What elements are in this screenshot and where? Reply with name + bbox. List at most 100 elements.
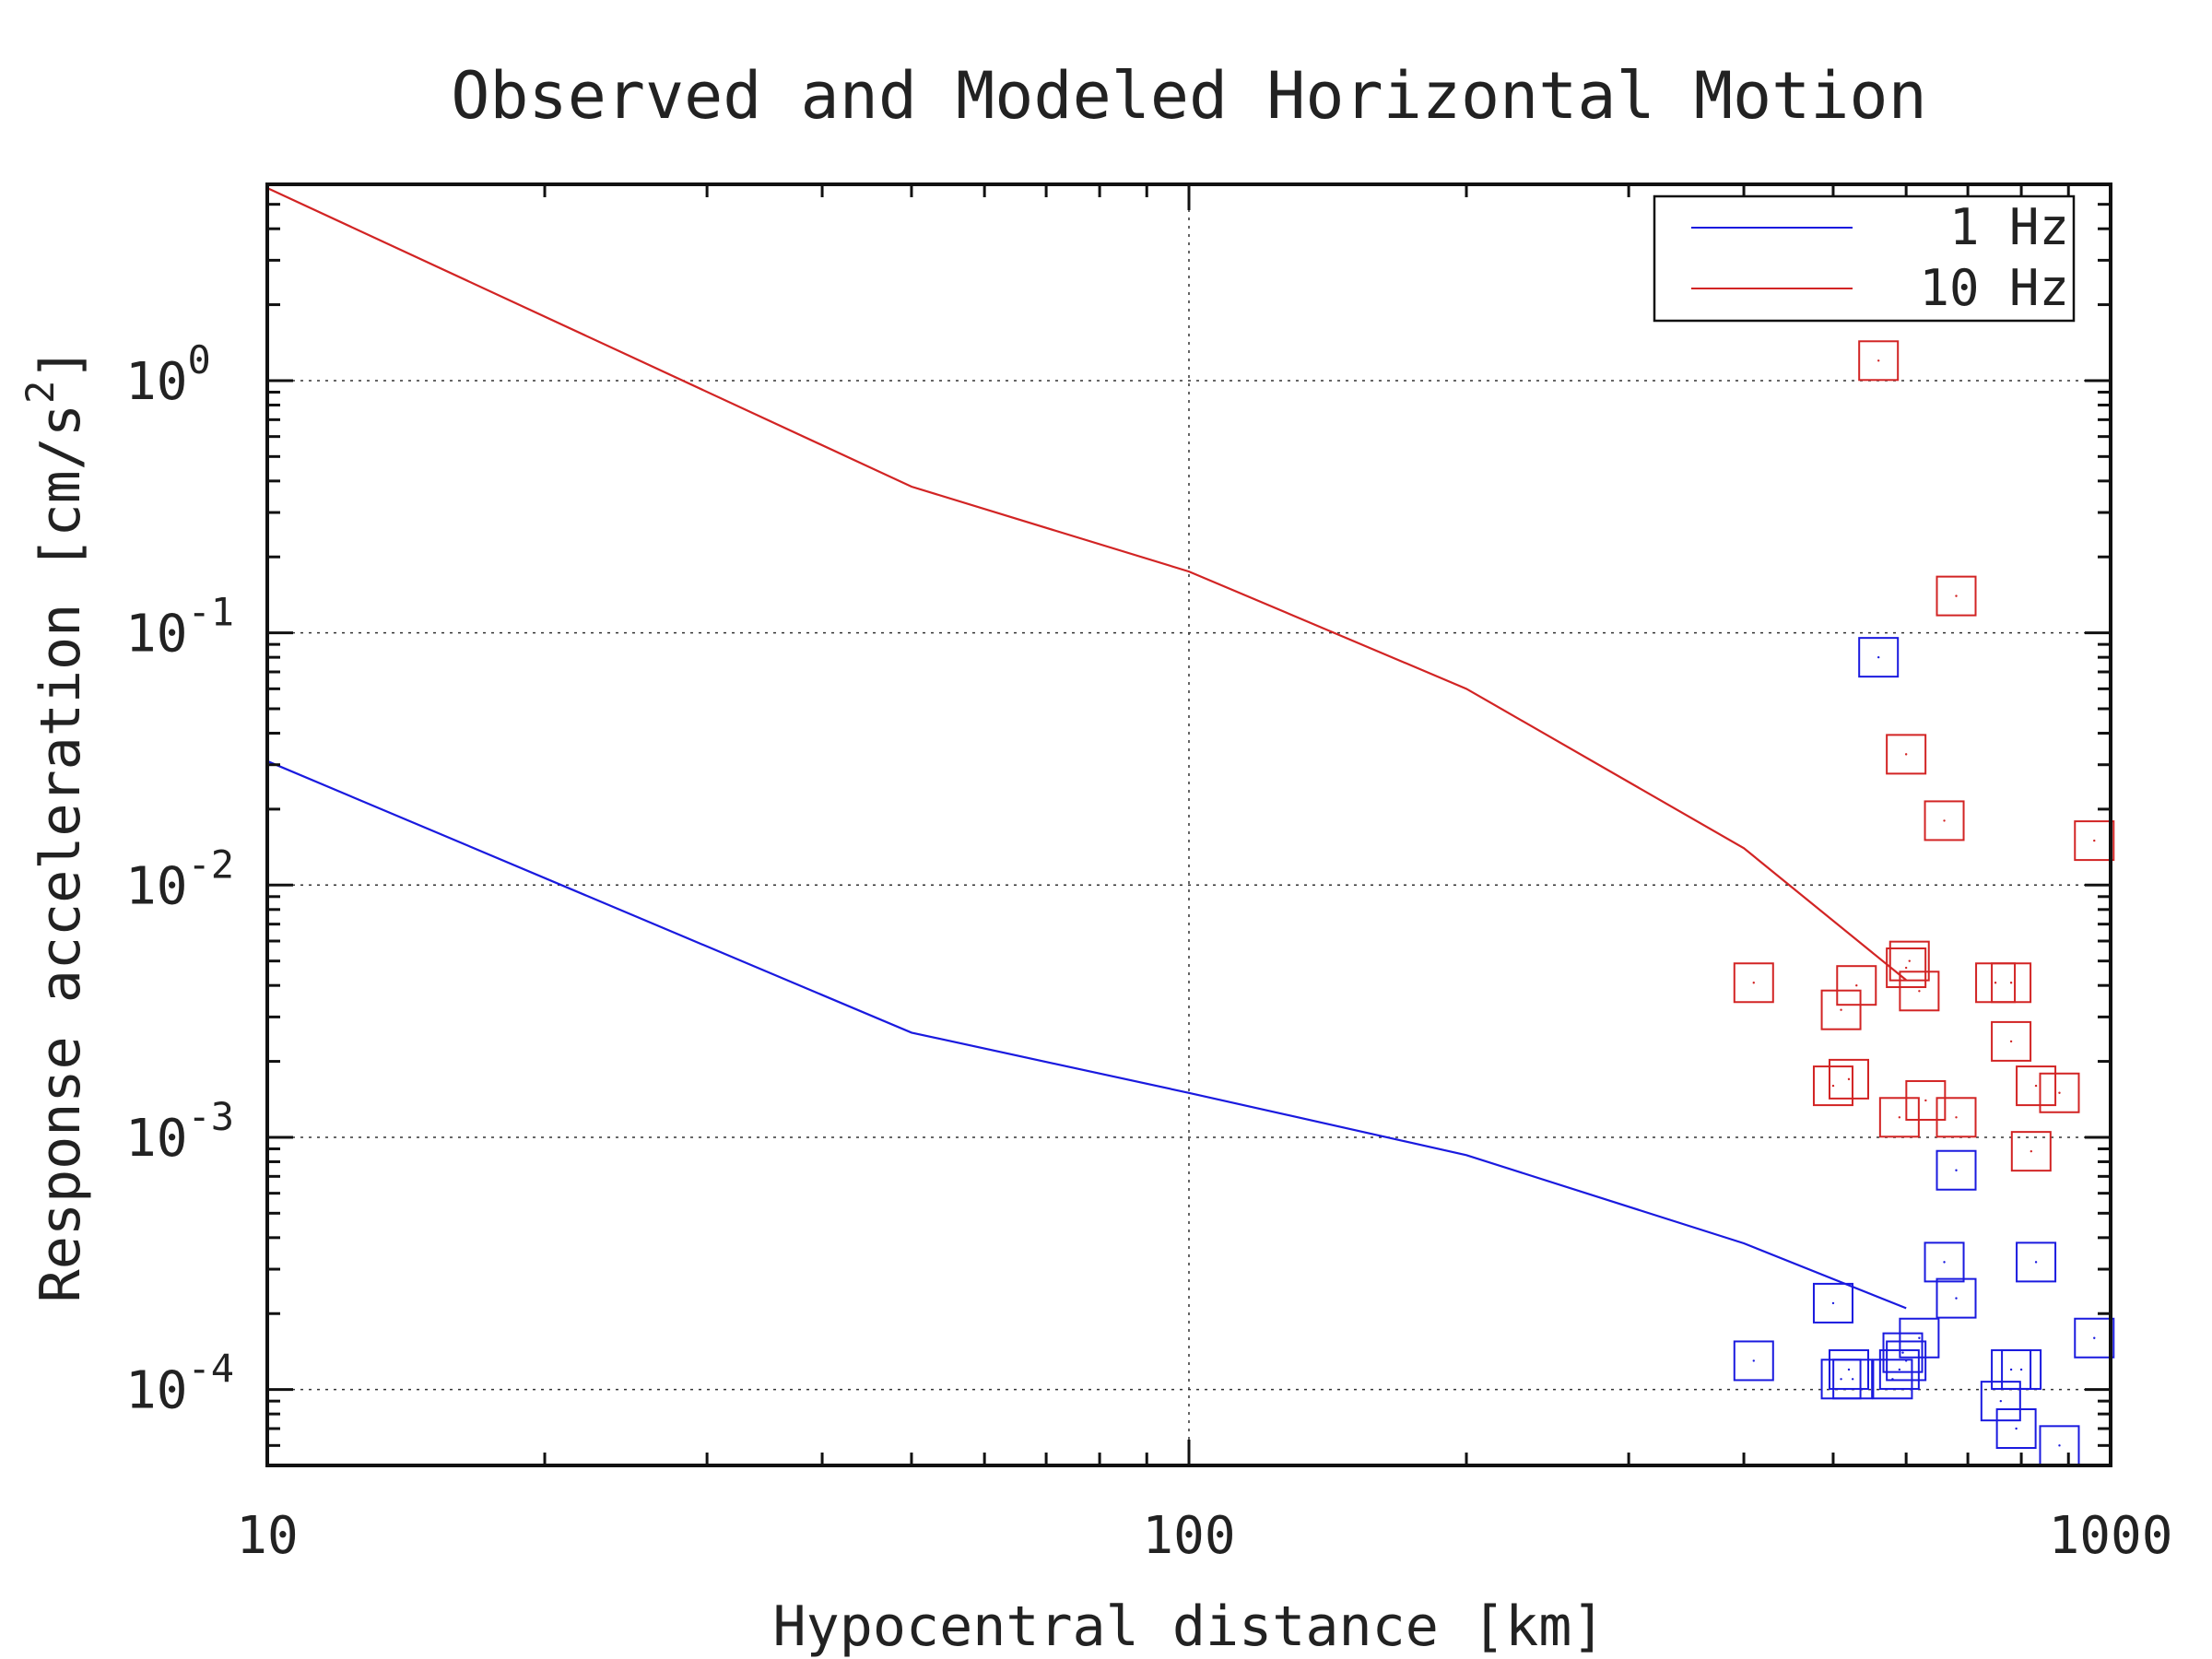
observed-point-1hz bbox=[1829, 1348, 1870, 1390]
observed-point-1hz bbox=[1882, 1332, 1924, 1373]
observed-point-1hz bbox=[1995, 1408, 2037, 1450]
legend: 1 Hz 10 Hz bbox=[1653, 194, 2076, 323]
observed-point-10hz bbox=[1820, 989, 1862, 1030]
observed-point-center-1hz bbox=[1847, 1368, 1851, 1371]
observed-point-1hz bbox=[1832, 1359, 1874, 1400]
observed-point-center-1hz bbox=[1999, 1399, 2003, 1403]
legend-box bbox=[1653, 194, 2076, 323]
y-tick-label-exponent: -1 bbox=[187, 590, 234, 635]
model-line-1hz bbox=[266, 759, 1907, 1310]
y-axis-label-close: ] bbox=[29, 347, 93, 381]
y-tick-label-base: 10 bbox=[125, 1361, 187, 1421]
y-tick-label-base: 10 bbox=[125, 352, 187, 412]
observed-point-center-10hz bbox=[1918, 990, 1921, 993]
observed-point-center-10hz bbox=[1831, 1084, 1835, 1088]
observed-point-10hz bbox=[1878, 1097, 1920, 1138]
observed-point-center-10hz bbox=[2034, 1084, 2038, 1088]
observed-point-center-1hz bbox=[1840, 1378, 1842, 1381]
observed-point-center-10hz bbox=[1840, 1008, 1842, 1011]
grid bbox=[267, 184, 2111, 1465]
y-tick-label: 10-2 bbox=[125, 841, 234, 916]
y-axis-label-text: Response acceleration [cm/s bbox=[29, 404, 93, 1302]
model-lines bbox=[266, 187, 1907, 1310]
observed-point-1hz bbox=[1980, 1381, 2021, 1422]
observed-point-center-1hz bbox=[1943, 1261, 1946, 1264]
observed-point-center-10hz bbox=[1752, 982, 1755, 984]
observed-point-center-10hz bbox=[1904, 966, 1908, 970]
observed-point-1hz bbox=[1872, 1359, 1913, 1400]
y-tick-label-exponent: -3 bbox=[187, 1094, 234, 1139]
y-axis-label: Response acceleration [cm/s2] bbox=[18, 347, 93, 1303]
chart-title: Observed and Modeled Horizontal Motion bbox=[451, 58, 1926, 134]
observed-point-center-10hz bbox=[1943, 819, 1946, 822]
observed-point-center-1hz bbox=[2019, 1368, 2023, 1371]
observed-point-10hz bbox=[1886, 734, 1927, 775]
observed-point-1hz bbox=[2016, 1241, 2057, 1283]
y-tick-label: 10-3 bbox=[125, 1094, 234, 1169]
observed-point-1hz bbox=[1936, 1277, 1977, 1319]
observed-point-1hz bbox=[1733, 1340, 1774, 1382]
observed-point-center-1hz bbox=[1851, 1378, 1854, 1381]
x-tick-label: 10 bbox=[236, 1506, 298, 1566]
observed-point-10hz bbox=[1886, 947, 1927, 989]
model-line-10hz bbox=[266, 187, 1907, 982]
observed-point-center-10hz bbox=[1855, 983, 1858, 987]
legend-label-10hz: 10 Hz bbox=[1919, 259, 2069, 317]
observed-point-10hz bbox=[2074, 820, 2115, 862]
observed-point-center-10hz bbox=[2009, 982, 2013, 984]
x-tick-label: 1000 bbox=[2049, 1506, 2173, 1566]
observed-point-10hz bbox=[1899, 971, 1940, 1012]
observed-point-center-10hz bbox=[2030, 1149, 2033, 1153]
observed-point-center-10hz bbox=[1908, 959, 1911, 962]
observed-point-1hz bbox=[2074, 1317, 2115, 1359]
observed-points bbox=[1733, 340, 2115, 1466]
observed-point-10hz bbox=[2016, 1065, 2057, 1107]
observed-point-10hz bbox=[1905, 1079, 1947, 1121]
observed-point-10hz bbox=[2010, 1131, 2052, 1172]
observed-point-1hz bbox=[2001, 1348, 2042, 1390]
observed-point-10hz bbox=[1812, 1065, 1853, 1107]
y-tick-label-exponent: -2 bbox=[187, 841, 234, 887]
observed-point-center-1hz bbox=[1831, 1301, 1835, 1305]
y-tick-label: 10-4 bbox=[125, 1347, 234, 1421]
observed-point-center-10hz bbox=[1877, 359, 1880, 362]
observed-point-center-10hz bbox=[2093, 839, 2096, 842]
observed-point-center-10hz bbox=[2009, 1040, 2013, 1043]
y-tick-label-base: 10 bbox=[125, 856, 187, 916]
x-axis-label: Hypocentral distance [km] bbox=[772, 1594, 1605, 1659]
y-tick-label: 100 bbox=[125, 337, 211, 412]
observed-point-1hz bbox=[1936, 1149, 1977, 1191]
y-tick-label-exponent: -4 bbox=[187, 1347, 234, 1392]
observed-point-center-1hz bbox=[1918, 1336, 1921, 1339]
observed-point-center-1hz bbox=[1901, 1351, 1904, 1354]
legend-label-1hz: 1 Hz bbox=[1949, 198, 2069, 256]
observed-point-1hz bbox=[1812, 1282, 1853, 1324]
observed-point-center-10hz bbox=[1955, 594, 1958, 597]
observed-point-center-1hz bbox=[2009, 1368, 2013, 1371]
observed-point-1hz bbox=[1899, 1317, 1940, 1359]
observed-point-10hz bbox=[1858, 340, 1900, 382]
y-tick-label-base: 10 bbox=[125, 605, 187, 665]
observed-point-10hz bbox=[1936, 575, 1977, 617]
observed-point-center-10hz bbox=[1847, 1077, 1851, 1081]
y-tick-label-exponent: 0 bbox=[187, 337, 210, 382]
observed-point-center-10hz bbox=[1994, 982, 1997, 984]
observed-point-10hz bbox=[1829, 1058, 1870, 1100]
observed-point-center-1hz bbox=[1904, 1359, 1908, 1362]
observed-point-10hz bbox=[1836, 965, 1877, 1006]
y-axis-label-superscript: 2 bbox=[18, 381, 63, 404]
observed-point-10hz bbox=[1991, 1020, 2032, 1062]
observed-point-center-1hz bbox=[2093, 1336, 2096, 1339]
observed-point-center-1hz bbox=[1955, 1297, 1958, 1300]
y-tick-label-base: 10 bbox=[125, 1109, 187, 1169]
observed-point-10hz bbox=[1991, 962, 2032, 1004]
observed-point-1hz bbox=[1858, 637, 1900, 678]
observed-point-10hz bbox=[1936, 1097, 1977, 1138]
x-tick-label: 100 bbox=[1142, 1506, 1235, 1566]
observed-point-10hz bbox=[2039, 1072, 2080, 1113]
observed-point-center-1hz bbox=[2058, 1444, 2061, 1447]
observed-point-center-1hz bbox=[2034, 1261, 2038, 1264]
observed-point-center-10hz bbox=[1898, 1116, 1901, 1119]
